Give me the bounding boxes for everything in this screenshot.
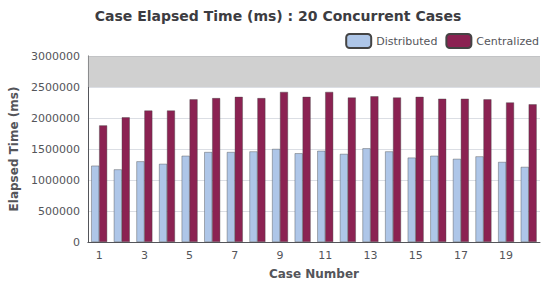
svg-text:19: 19 xyxy=(499,249,513,262)
svg-text:7: 7 xyxy=(231,249,238,262)
svg-text:1: 1 xyxy=(96,249,103,262)
svg-text:0: 0 xyxy=(73,236,80,249)
svg-text:9: 9 xyxy=(277,249,284,262)
svg-text:1000000: 1000000 xyxy=(31,174,80,187)
svg-text:Elapsed Time (ms): Elapsed Time (ms) xyxy=(7,87,21,212)
svg-text:Distributed: Distributed xyxy=(376,35,437,48)
svg-text:500000: 500000 xyxy=(38,205,80,218)
svg-text:Centralized: Centralized xyxy=(476,35,539,48)
svg-text:1500000: 1500000 xyxy=(31,143,80,156)
svg-text:Case Elapsed Time (ms) : 20 Co: Case Elapsed Time (ms) : 20 Concurrent C… xyxy=(95,8,462,24)
svg-text:Case Number: Case Number xyxy=(269,267,359,281)
svg-text:17: 17 xyxy=(454,249,468,262)
svg-text:2500000: 2500000 xyxy=(31,81,80,94)
svg-text:11: 11 xyxy=(318,249,332,262)
svg-text:3000000: 3000000 xyxy=(31,50,80,63)
svg-text:13: 13 xyxy=(363,249,377,262)
svg-text:5: 5 xyxy=(186,249,193,262)
svg-text:15: 15 xyxy=(409,249,423,262)
svg-text:3: 3 xyxy=(141,249,148,262)
svg-text:2000000: 2000000 xyxy=(31,112,80,125)
